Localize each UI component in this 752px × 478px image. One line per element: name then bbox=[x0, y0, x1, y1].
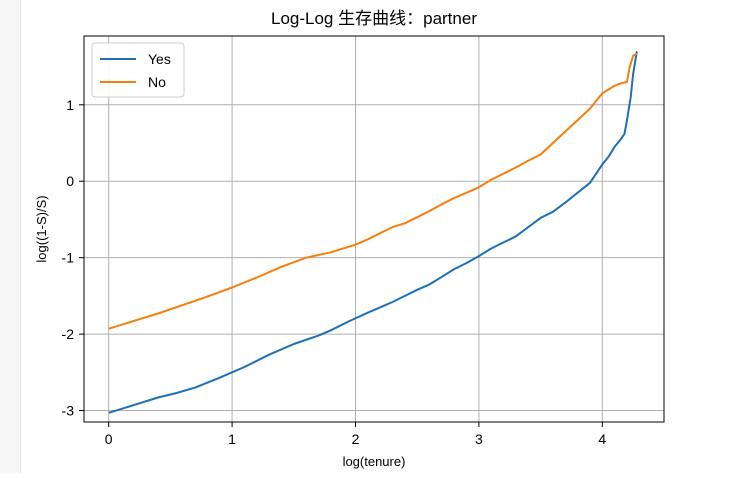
series-line-no bbox=[108, 52, 638, 330]
x-axis-label: log(tenure) bbox=[343, 454, 406, 469]
left-panel-strip bbox=[0, 0, 21, 473]
legend-label-no: No bbox=[148, 74, 166, 90]
y-axis-ticks: -3 -2 -1 0 1 bbox=[62, 97, 84, 419]
y-tick-label: -1 bbox=[62, 250, 75, 266]
legend: Yes No bbox=[91, 42, 185, 98]
y-tick-label: 0 bbox=[66, 173, 74, 189]
x-tick-label: 4 bbox=[598, 431, 606, 447]
loglog-chart: Log-Log 生存曲线：partner 0 1 2 3 4 -3 -2 -1 0 1 log(… bbox=[34, 9, 665, 469]
legend-label-yes: Yes bbox=[148, 51, 171, 67]
x-axis-ticks: 0 1 2 3 4 bbox=[105, 422, 606, 447]
chart-container: Log-Log 生存曲线：partner 0 1 2 3 4 -3 -2 -1 0 1 log(… bbox=[20, 0, 752, 473]
y-tick-label: -2 bbox=[62, 326, 75, 342]
series-line-yes bbox=[108, 51, 638, 414]
grid-lines bbox=[84, 36, 664, 422]
x-tick-label: 0 bbox=[105, 431, 113, 447]
y-tick-label: 1 bbox=[66, 97, 74, 113]
x-tick-label: 2 bbox=[352, 431, 360, 447]
x-tick-label: 1 bbox=[228, 431, 236, 447]
x-tick-label: 3 bbox=[475, 431, 483, 447]
legend-box bbox=[91, 42, 185, 98]
plot-frame bbox=[83, 35, 665, 423]
y-axis-label: log((1-S)/S) bbox=[34, 195, 49, 262]
y-tick-label: -3 bbox=[62, 403, 75, 419]
chart-title: Log-Log 生存曲线：partner bbox=[271, 9, 477, 28]
series-lines bbox=[108, 51, 638, 414]
